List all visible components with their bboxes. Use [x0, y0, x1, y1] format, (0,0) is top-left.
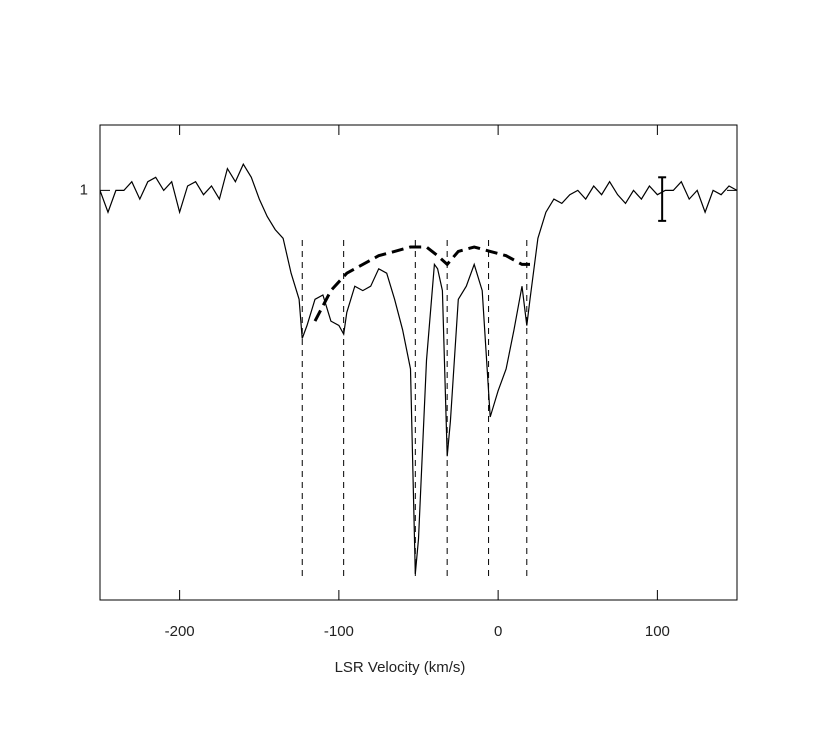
x-tick-label: 0	[494, 623, 502, 640]
plot-frame	[99, 124, 738, 601]
x-tick-label: -100	[324, 623, 354, 640]
model-line	[313, 245, 530, 322]
spectrum-line	[99, 162, 738, 574]
y-tick-label: 1	[80, 181, 88, 198]
x-tick-label: -200	[165, 623, 195, 640]
x-tick-label: 100	[645, 623, 670, 640]
x-axis-label: LSR Velocity (km/s)	[335, 659, 466, 676]
